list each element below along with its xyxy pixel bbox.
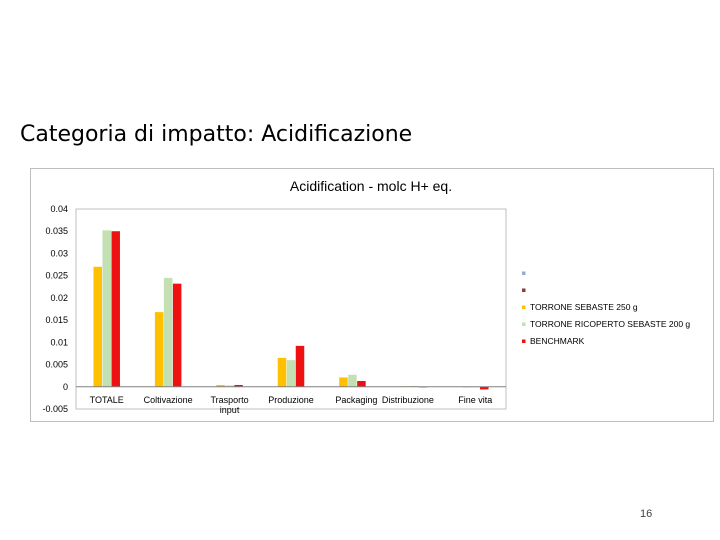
y-tick-label: 0.04 (50, 204, 68, 214)
legend-marker (522, 322, 526, 326)
bar-fine-vita-series-3 (480, 386, 489, 390)
bar-totale-series-2 (102, 230, 111, 387)
bar-coltivazione-series-3 (172, 283, 182, 387)
legend-marker (522, 339, 526, 343)
bar-trasporto-input-series-1 (216, 385, 225, 387)
y-tick-label: 0.03 (50, 248, 68, 258)
bar-coltivazione-series-2 (163, 277, 173, 387)
plot-area (75, 208, 507, 410)
y-tick-label: 0.005 (45, 360, 68, 370)
x-tick-label: TOTALE (90, 395, 124, 405)
legend-marker (522, 305, 526, 309)
x-tick-label: Fine vita (458, 395, 492, 405)
acidification-chart: Acidification - molc H+ eq. 0.04 0.035 0.0… (42, 178, 690, 415)
x-tick-label: Coltivazione (144, 395, 193, 405)
bar-packaging-series-1 (339, 377, 348, 387)
x-tick-label: Packaging (335, 395, 377, 405)
legend-marker (522, 271, 526, 275)
bar-coltivazione-series-1 (154, 312, 164, 387)
bar-produzione-series-2 (286, 360, 296, 387)
chart-frame: Acidification - molc H+ eq. 0.04 0.035 0.0… (30, 168, 714, 422)
bar-packaging-series-2 (348, 374, 357, 387)
bar-totale-series-3 (111, 231, 120, 387)
x-tick-label: Produzione (268, 395, 314, 405)
slide-title: Categoria di impatto: Acidificazione (20, 122, 413, 147)
bar-trasporto-input-series-2 (225, 385, 234, 387)
bar-produzione-series-1 (277, 357, 287, 387)
legend-label: TORRONE SEBASTE 250 g (530, 302, 638, 312)
legend-marker (522, 288, 526, 292)
chart-title: Acidification - molc H+ eq. (290, 178, 452, 194)
bar-trasporto-input-series-3 (234, 385, 243, 387)
y-tick-label: 0.02 (50, 293, 68, 303)
y-tick-label: 0.025 (45, 271, 68, 281)
bar-totale-series-1 (93, 266, 102, 387)
y-tick-label: -0.005 (42, 404, 68, 414)
y-tick-label: 0.01 (50, 337, 68, 347)
x-tick-label: Distribuzione (382, 395, 434, 405)
bar-packaging-series-3 (357, 381, 366, 387)
x-tick-label: Trasporto input (210, 395, 248, 415)
y-tick-label: 0 (63, 382, 68, 392)
bar-produzione-series-3 (295, 345, 305, 387)
slide-number: 16 (640, 508, 653, 520)
legend-label: TORRONE RICOPERTO SEBASTE 200 g (530, 319, 690, 329)
y-tick-label: 0.035 (45, 226, 68, 236)
y-tick-label: 0.015 (45, 315, 68, 325)
legend-label: BENCHMARK (530, 336, 585, 346)
